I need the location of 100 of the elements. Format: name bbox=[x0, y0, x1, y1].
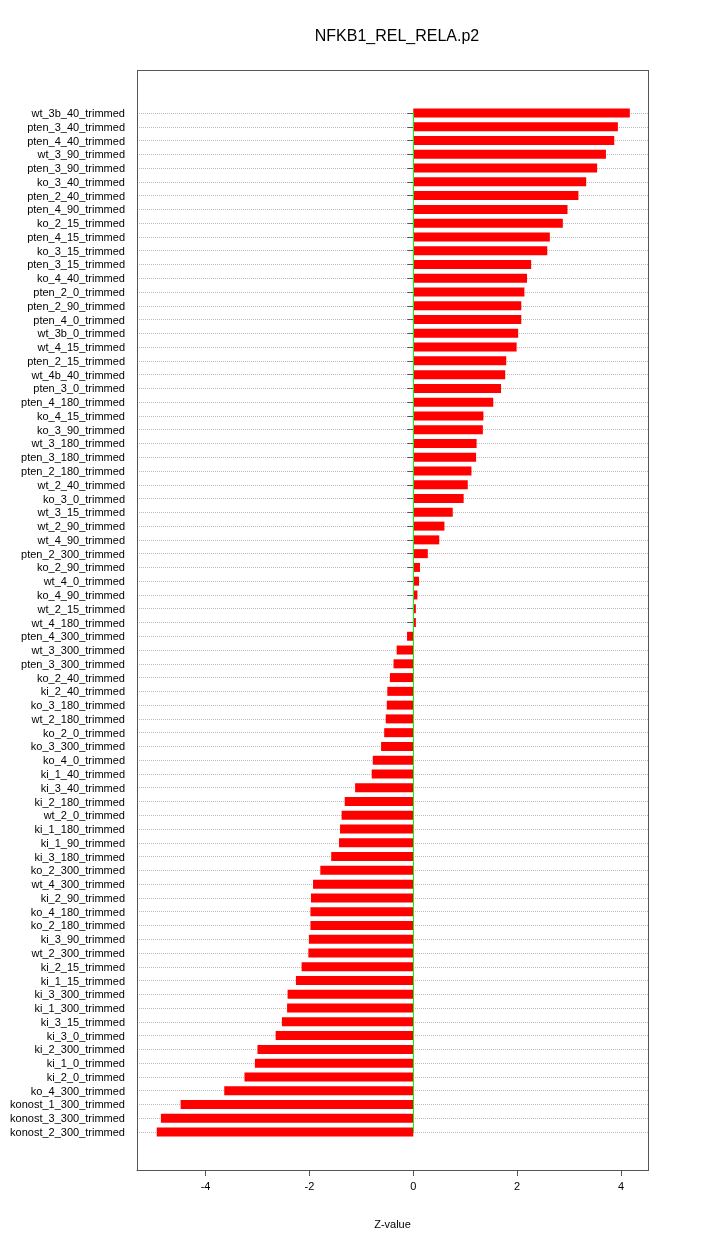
y-tick-label: wt_3b_40_trimmed bbox=[30, 107, 125, 119]
bar bbox=[413, 246, 548, 256]
bar bbox=[295, 976, 414, 986]
bar bbox=[413, 549, 428, 559]
y-tick-label: ki_3_15_trimmed bbox=[40, 1015, 125, 1028]
bar bbox=[287, 1003, 414, 1013]
bar bbox=[413, 356, 507, 366]
bar bbox=[413, 438, 477, 448]
bar bbox=[344, 797, 414, 807]
bar bbox=[310, 893, 414, 903]
y-tick-label: ko_4_180_trimmed bbox=[30, 905, 125, 918]
bar bbox=[413, 342, 517, 352]
bar bbox=[301, 962, 414, 972]
bar bbox=[413, 204, 568, 214]
y-tick-label: wt_4_0_trimmed bbox=[42, 575, 125, 588]
y-tick-label: pten_3_15_trimmed bbox=[27, 258, 125, 271]
bar bbox=[413, 315, 522, 325]
y-tick-label: pten_2_300_trimmed bbox=[21, 547, 125, 560]
bar bbox=[339, 838, 414, 848]
bar bbox=[160, 1113, 414, 1123]
y-tick-label: ki_1_40_trimmed bbox=[40, 767, 125, 780]
y-tick-label: ki_3_300_trimmed bbox=[34, 988, 125, 1001]
y-tick-label: wt_2_300_trimmed bbox=[30, 946, 125, 959]
y-tick-label: wt_4_180_trimmed bbox=[30, 616, 125, 629]
y-tick-label: ko_3_180_trimmed bbox=[30, 699, 125, 712]
y-tick-label: pten_4_300_trimmed bbox=[21, 630, 125, 643]
y-tick-label: ki_3_40_trimmed bbox=[40, 781, 125, 794]
y-tick-label: pten_4_40_trimmed bbox=[27, 134, 125, 147]
y-tick-label: pten_2_0_trimmed bbox=[33, 286, 125, 299]
y-tick-label: konost_2_300_trimmed bbox=[10, 1126, 125, 1138]
bar bbox=[413, 397, 494, 407]
bar bbox=[413, 535, 440, 545]
y-tick-label: wt_3_300_trimmed bbox=[30, 644, 125, 657]
bar bbox=[287, 989, 414, 999]
y-tick-label: ko_4_0_trimmed bbox=[43, 754, 125, 767]
bar bbox=[413, 108, 630, 118]
y-tick-label: ki_1_180_trimmed bbox=[34, 823, 125, 836]
y-tick-label: ko_3_15_trimmed bbox=[36, 244, 125, 257]
y-tick-label: pten_2_180_trimmed bbox=[21, 465, 125, 478]
bar bbox=[341, 810, 414, 820]
bar bbox=[413, 480, 468, 490]
y-tick-label: wt_2_90_trimmed bbox=[36, 520, 125, 533]
y-tick-label: wt_3_15_trimmed bbox=[36, 506, 125, 519]
y-tick-label: pten_2_40_trimmed bbox=[27, 189, 125, 202]
y-tick-label: pten_3_90_trimmed bbox=[27, 162, 125, 175]
bar bbox=[413, 328, 519, 338]
bar bbox=[384, 728, 414, 738]
y-tick-label: konost_1_300_trimmed bbox=[10, 1098, 125, 1111]
bar bbox=[355, 783, 414, 793]
bar bbox=[413, 383, 502, 393]
bar bbox=[156, 1127, 414, 1137]
bar bbox=[413, 425, 483, 435]
y-tick-label: ki_3_0_trimmed bbox=[46, 1029, 125, 1042]
bar bbox=[393, 659, 414, 669]
y-tick-label: ki_2_0_trimmed bbox=[46, 1070, 125, 1083]
bar bbox=[413, 232, 550, 242]
y-tick-label: ko_2_90_trimmed bbox=[36, 561, 125, 574]
bar bbox=[389, 673, 414, 683]
y-tick-label: ko_2_180_trimmed bbox=[30, 919, 125, 932]
y-tick-label: ki_2_180_trimmed bbox=[34, 795, 125, 808]
bar bbox=[413, 191, 579, 201]
bar bbox=[413, 163, 598, 173]
y-tick-label: ki_2_40_trimmed bbox=[40, 685, 125, 698]
y-tick-label: pten_4_180_trimmed bbox=[21, 396, 125, 409]
x-tick-label: -4 bbox=[200, 1179, 211, 1192]
x-tick-label: 0 bbox=[410, 1179, 417, 1192]
bar bbox=[254, 1058, 414, 1068]
y-tick-label: ki_1_300_trimmed bbox=[34, 1002, 125, 1015]
bar bbox=[257, 1044, 414, 1054]
y-tick-label: ki_2_90_trimmed bbox=[40, 891, 125, 904]
y-tick-label: ko_2_300_trimmed bbox=[30, 864, 125, 877]
bar bbox=[308, 948, 414, 958]
y-tick-label: pten_2_15_trimmed bbox=[27, 354, 125, 367]
y-tick-label: wt_2_15_trimmed bbox=[36, 602, 125, 615]
y-tick-label: pten_4_90_trimmed bbox=[27, 203, 125, 216]
bar bbox=[224, 1086, 414, 1096]
bar bbox=[320, 865, 414, 875]
bar bbox=[413, 507, 453, 517]
x-tick-label: -2 bbox=[304, 1179, 315, 1192]
bar bbox=[387, 686, 414, 696]
y-tick-label: ko_3_40_trimmed bbox=[36, 175, 125, 188]
y-tick-label: ko_2_15_trimmed bbox=[36, 217, 125, 230]
bar bbox=[413, 411, 484, 421]
bar bbox=[385, 714, 414, 724]
bar bbox=[308, 934, 414, 944]
y-tick-label: konost_3_300_trimmed bbox=[10, 1112, 125, 1125]
bar bbox=[413, 494, 464, 504]
chart-title: NFKB1_REL_RELA.p2 bbox=[314, 26, 480, 45]
y-tick-label: ko_3_90_trimmed bbox=[36, 423, 125, 436]
y-tick-label: ko_3_0_trimmed bbox=[43, 492, 125, 505]
bar bbox=[313, 879, 414, 889]
y-tick-label: ki_3_90_trimmed bbox=[40, 933, 125, 946]
y-tick-label: wt_3b_0_trimmed bbox=[36, 327, 125, 340]
y-tick-label: pten_2_90_trimmed bbox=[27, 299, 125, 312]
y-tick-label: pten_3_180_trimmed bbox=[21, 451, 125, 464]
bar bbox=[381, 741, 414, 751]
bar bbox=[413, 452, 477, 462]
y-tick-label: ko_3_300_trimmed bbox=[30, 740, 125, 753]
bar bbox=[413, 301, 522, 311]
y-tick-label: wt_3_90_trimmed bbox=[36, 148, 125, 161]
